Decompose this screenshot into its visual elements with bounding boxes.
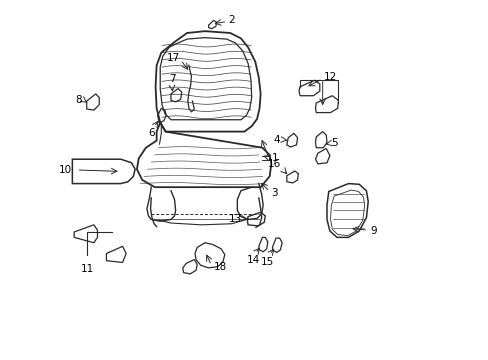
Text: 5: 5	[330, 139, 337, 148]
Text: 13: 13	[228, 214, 241, 224]
Text: 2: 2	[228, 15, 235, 26]
Text: 16: 16	[267, 158, 281, 168]
Text: 14: 14	[246, 255, 260, 265]
Text: 1: 1	[271, 153, 278, 163]
Text: 6: 6	[148, 128, 155, 138]
Text: 10: 10	[59, 165, 72, 175]
Text: 18: 18	[214, 262, 227, 272]
Text: 8: 8	[75, 95, 81, 105]
Text: 17: 17	[166, 53, 180, 63]
Text: 7: 7	[168, 74, 175, 84]
Text: 15: 15	[261, 257, 274, 267]
Text: 9: 9	[369, 226, 376, 236]
Text: 3: 3	[271, 188, 278, 198]
Text: 4: 4	[272, 135, 279, 145]
Text: 12: 12	[324, 72, 337, 82]
Text: 11: 11	[81, 264, 94, 274]
